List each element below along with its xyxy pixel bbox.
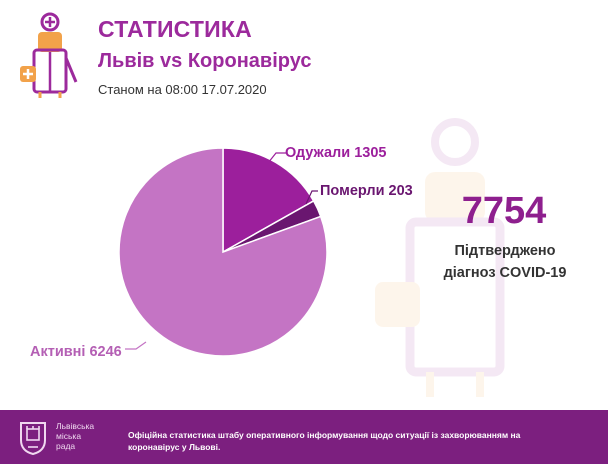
- total-cases: 7754: [461, 190, 547, 232]
- doctor-logo-icon: [20, 12, 78, 98]
- city-line-1: Львівська: [56, 421, 95, 431]
- leader-recovered: [267, 152, 286, 164]
- label-active: Активні 6246: [30, 344, 122, 360]
- page-subtitle: Львів vs Коронавірус: [98, 50, 312, 72]
- city-coat-of-arms-icon: [20, 422, 46, 456]
- doctor-watermark-icon: [375, 118, 505, 397]
- city-council-name: Львівська міська рада: [56, 421, 116, 451]
- leader-deaths: [305, 190, 318, 205]
- leader-active: [125, 341, 147, 350]
- pie-chart: Одужали 1305 Померли 203 Активні 6246: [30, 145, 413, 360]
- city-line-3: рада: [56, 441, 76, 451]
- slice-active: [118, 147, 328, 357]
- total-caption-line2: діагноз COVID-19: [443, 265, 567, 281]
- total-caption-line1: Підтверджено: [454, 243, 556, 259]
- as-of-date: Станом на 08:00 17.07.2020: [98, 82, 267, 97]
- total-caption: Підтверджено діагноз COVID-19: [430, 240, 580, 284]
- footer-note: Офіційна статистика штабу оперативного і…: [128, 430, 521, 452]
- label-deaths: Померли 203: [320, 183, 413, 199]
- city-line-2: міська: [56, 431, 82, 441]
- label-recovered: Одужали 1305: [285, 145, 386, 161]
- footer-bar: Львівська міська рада Офіційна статистик…: [0, 410, 608, 464]
- page-title: СТАТИСТИКА: [98, 16, 252, 42]
